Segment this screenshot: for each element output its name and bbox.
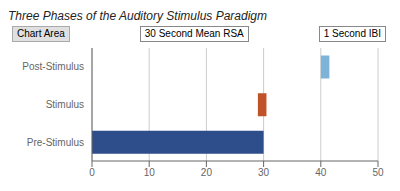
svg-text:50: 50 <box>372 167 384 178</box>
svg-text:Post-Stimulus: Post-Stimulus <box>22 61 84 72</box>
svg-text:30: 30 <box>258 167 270 178</box>
html-text:30 Second Mean RSA: 30 Second Mean RSA <box>144 28 244 39</box>
html-text:1 Second IBI: 1 Second IBI <box>323 28 381 39</box>
html-text:Three Phases of the Auditory S: Three Phases of the Auditory Stimulus Pa… <box>8 9 267 23</box>
svg-text:Pre-Stimulus: Pre-Stimulus <box>27 137 84 148</box>
svg-text:Stimulus: Stimulus <box>46 99 84 110</box>
svg-text:40: 40 <box>315 167 327 178</box>
svg-text:20: 20 <box>201 167 213 178</box>
svg-text:0: 0 <box>89 167 95 178</box>
html-text:Chart Area: Chart Area <box>17 28 65 39</box>
svg-text:10: 10 <box>144 167 156 178</box>
